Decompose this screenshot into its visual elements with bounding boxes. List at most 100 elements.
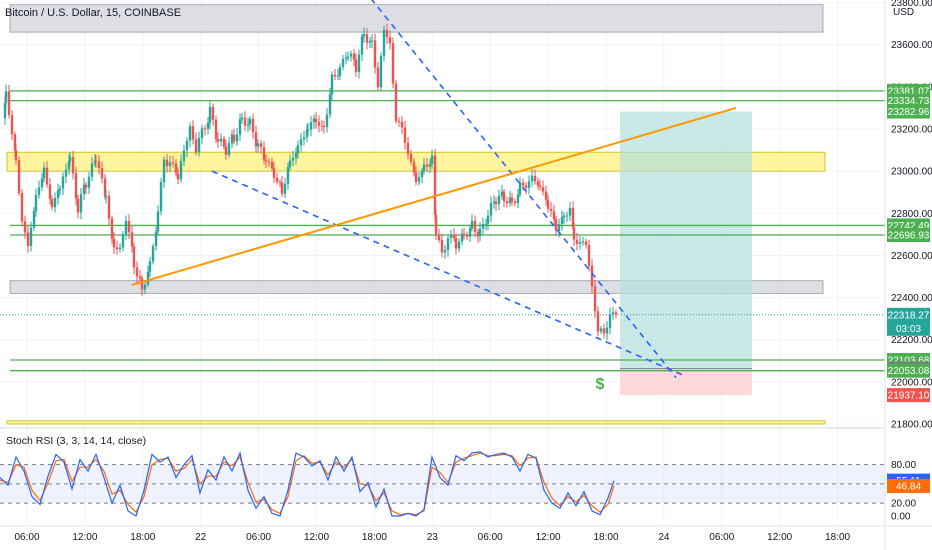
candle-body [61, 176, 65, 189]
candle-body [235, 134, 239, 142]
candle-body [572, 227, 576, 240]
stoch-d-text: 46.84 [896, 481, 921, 492]
candle-body [365, 34, 369, 43]
candle-body [489, 203, 493, 216]
dollar-marker: $ [596, 376, 605, 393]
candle-body [414, 172, 418, 182]
candle-body [219, 138, 223, 142]
candle-body [17, 160, 21, 194]
price-label-text: 23381.07 [888, 86, 930, 97]
candle-body [486, 215, 490, 224]
stoch-d-line [0, 452, 615, 516]
candle-body [428, 163, 432, 167]
candle-body [110, 218, 114, 239]
candle-body [581, 241, 585, 243]
price-label-text: 22696.93 [888, 231, 930, 242]
candle-body [560, 216, 564, 225]
candle-body [599, 328, 603, 332]
candle-body [100, 167, 104, 179]
candle-body [454, 238, 458, 249]
candles [3, 23, 618, 340]
candle-body [518, 182, 522, 195]
candle-body [549, 208, 553, 212]
candle-body [602, 328, 606, 334]
candle-body [440, 240, 444, 253]
candle-body [596, 311, 600, 332]
candle-body [312, 118, 316, 123]
candle-body [107, 195, 111, 219]
candle-body [587, 244, 591, 266]
candle-body [203, 128, 207, 130]
candle-body [7, 91, 11, 116]
stoch-d-box [887, 478, 930, 493]
countdown-text: 03:03 [896, 324, 921, 335]
candle-body [510, 197, 514, 202]
price-tick-label: 23000.00 [891, 167, 932, 178]
price-label-box [887, 104, 930, 119]
candle-body [552, 211, 556, 220]
candle-body [146, 271, 150, 285]
candle-body [409, 153, 413, 162]
candle-body [575, 239, 579, 244]
candle-body [259, 143, 263, 148]
candle-body [159, 182, 163, 212]
price-label-text: 23334.73 [888, 96, 930, 107]
price-tick-label: 22800.00 [891, 209, 932, 220]
candle-body [20, 193, 24, 222]
candle-body [200, 128, 204, 139]
candle-body [251, 118, 255, 133]
candle-body [373, 40, 377, 68]
candle-body [473, 220, 477, 232]
candle-body [354, 59, 358, 73]
candle-body [154, 231, 158, 247]
candle-body [270, 162, 274, 169]
candle-body [256, 143, 260, 147]
candle-body [222, 138, 226, 147]
price-tick-label: 22200.00 [891, 335, 932, 346]
candle-body [302, 137, 306, 140]
candle-body [513, 201, 517, 204]
time-tick-label: 22 [195, 532, 207, 543]
candle-body [104, 195, 108, 197]
price-label-text: 23282.96 [888, 107, 930, 118]
candle-body [262, 147, 266, 160]
candle-body [536, 181, 540, 186]
candle-body [406, 142, 410, 154]
time-tick-label: 23 [427, 532, 439, 543]
candle-body [557, 224, 561, 231]
candle-body [214, 119, 218, 139]
candle-body [112, 238, 116, 248]
candle-body [243, 117, 247, 126]
candle-body [565, 215, 569, 217]
candle-body [346, 56, 350, 59]
price-label-box [887, 307, 930, 336]
candle-body [272, 168, 276, 178]
price-tick-label: 23200.00 [891, 125, 932, 136]
candle-body [82, 184, 86, 194]
candle-body [143, 284, 147, 290]
candle-body [34, 194, 38, 212]
candle-body [538, 185, 542, 188]
candle-body [130, 232, 134, 247]
candle-body [254, 132, 258, 147]
position-tool[interactable] [620, 111, 752, 396]
candle-body [492, 201, 496, 204]
candle-body [314, 118, 318, 123]
price-label-box [887, 388, 930, 403]
candle-body [608, 314, 612, 328]
candle-body [508, 197, 512, 204]
candle-body [306, 129, 310, 131]
candle-body [434, 214, 438, 236]
candle-body [530, 175, 534, 182]
candle-body [56, 190, 60, 199]
candle-body [320, 125, 324, 127]
candle-body [140, 278, 144, 290]
candle-body [524, 185, 528, 188]
candle-body [325, 114, 329, 127]
grid [0, 0, 885, 525]
candle-body [94, 160, 98, 162]
price-label-box [887, 228, 930, 243]
candle-body [240, 117, 244, 120]
candle-body [546, 199, 550, 209]
